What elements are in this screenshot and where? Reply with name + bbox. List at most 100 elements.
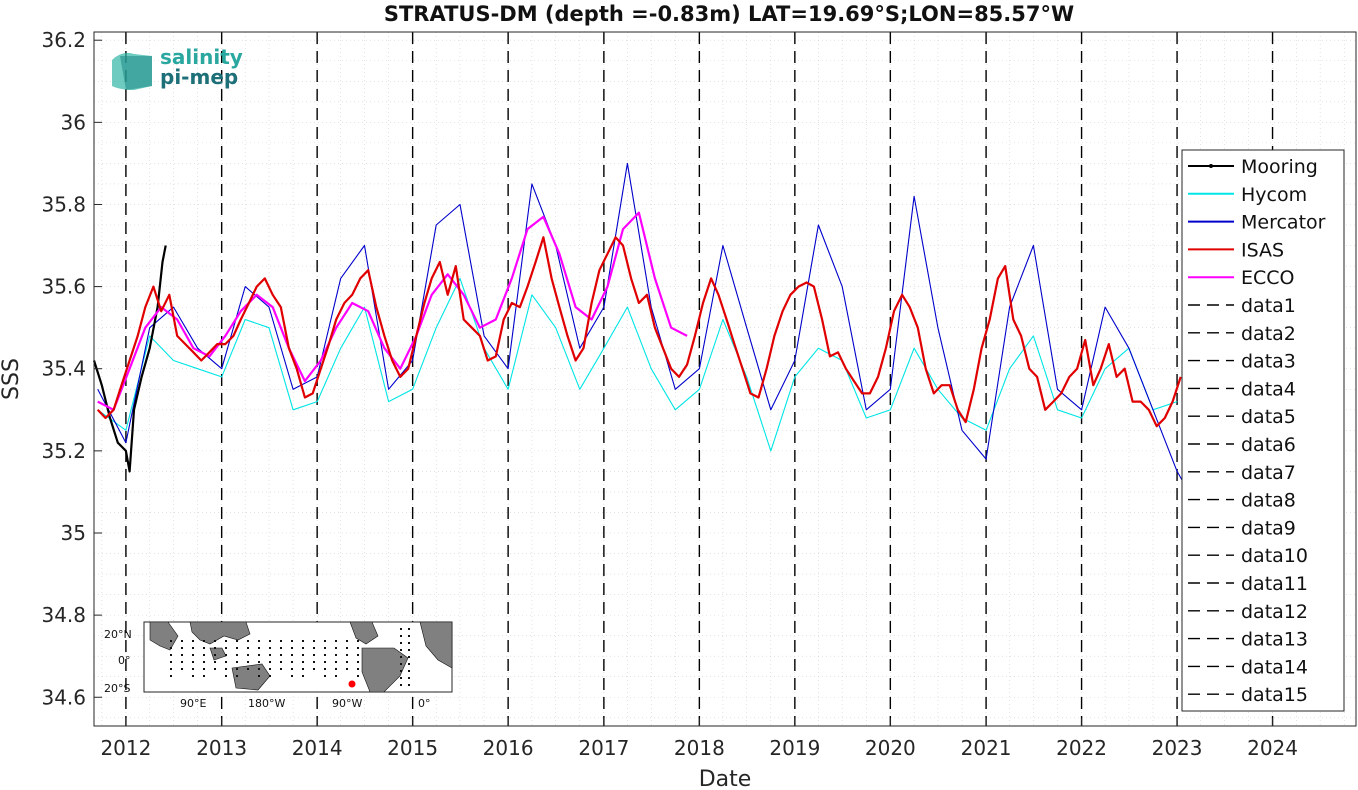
inset-mooring-dot bbox=[247, 647, 249, 649]
x-axis-label: Date bbox=[699, 767, 752, 790]
inset-mooring-dot bbox=[203, 647, 205, 649]
inset-mooring-dot bbox=[269, 675, 271, 677]
inset-mooring-dot bbox=[357, 675, 359, 677]
legend: Mooring Hycom Mercator ISAS ECCO data1 data2 da… bbox=[1181, 149, 1345, 712]
x-tick-label: 2013 bbox=[196, 736, 247, 760]
inset-xlabel-90w: 90°W bbox=[332, 697, 362, 710]
inset-mooring-dot bbox=[335, 675, 337, 677]
inset-mooring-dot bbox=[192, 668, 194, 670]
inset-xlabel-180w: 180°W bbox=[248, 697, 285, 710]
inset-mooring-dot bbox=[192, 675, 194, 677]
inset-xlabel-0: 0° bbox=[418, 697, 431, 710]
inset-land-south-america-icon bbox=[361, 647, 409, 693]
legend-label-data8: data8 bbox=[1241, 490, 1296, 512]
inset-mooring-dot bbox=[335, 640, 337, 642]
inset-mooring-dot bbox=[313, 654, 315, 656]
inset-mooring-dot bbox=[335, 654, 337, 656]
legend-label-data14: data14 bbox=[1241, 656, 1308, 678]
inset-station-marker bbox=[348, 680, 356, 688]
series-line-hycom bbox=[97, 277, 1178, 452]
inset-mooring-dot bbox=[203, 640, 205, 642]
inset-mooring-dot bbox=[313, 640, 315, 642]
inset-mooring-dot bbox=[280, 640, 282, 642]
inset-mooring-dot bbox=[258, 647, 260, 649]
legend-label-mercator: Mercator bbox=[1241, 212, 1326, 234]
inset-mooring-dot bbox=[346, 640, 348, 642]
inset-mooring-dot bbox=[247, 654, 249, 656]
inset-mooring-dot bbox=[400, 628, 402, 630]
inset-mooring-dot bbox=[258, 654, 260, 656]
inset-mooring-dot bbox=[280, 647, 282, 649]
legend-label-data2: data2 bbox=[1241, 323, 1296, 345]
legend-label-ecco: ECCO bbox=[1241, 267, 1295, 289]
x-tick-label: 2012 bbox=[100, 736, 151, 760]
plot-frame bbox=[93, 31, 1357, 727]
inset-mooring-dot bbox=[258, 675, 260, 677]
inset-mooring-dot bbox=[170, 640, 172, 642]
legend-label-data3: data3 bbox=[1241, 351, 1296, 373]
inset-mooring-dot bbox=[192, 647, 194, 649]
inset-mooring-dot bbox=[170, 661, 172, 663]
inset-mooring-dot bbox=[225, 647, 227, 649]
inset-mooring-dot bbox=[236, 675, 238, 677]
y-tick-label: 34.8 bbox=[41, 603, 86, 627]
inset-mooring-dot bbox=[236, 654, 238, 656]
inset-mooring-dot bbox=[291, 654, 293, 656]
inset-mooring-dot bbox=[225, 654, 227, 656]
inset-mooring-dot bbox=[258, 668, 260, 670]
chart-title: STRATUS-DM (depth =-0.83m) LAT=19.69°S;L… bbox=[384, 2, 1074, 26]
inset-mooring-dot bbox=[291, 647, 293, 649]
inset-mooring-dot bbox=[269, 640, 271, 642]
series-group bbox=[92, 162, 1345, 514]
legend-label-isas: ISAS bbox=[1241, 239, 1284, 261]
inset-mooring-dot bbox=[357, 661, 359, 663]
legend-marker-mooring bbox=[1209, 164, 1213, 168]
inset-mooring-dot bbox=[181, 640, 183, 642]
inset-mooring-dot bbox=[335, 668, 337, 670]
inset-land-central-america-icon bbox=[349, 621, 379, 645]
y-tick-label: 35.4 bbox=[41, 357, 86, 381]
inset-mooring-dot bbox=[225, 668, 227, 670]
y-axis-ticks: 34.6 34.8 35 35.2 35.4 35.6 35.8 36 36.2 bbox=[41, 28, 102, 709]
inset-mooring-dot bbox=[346, 654, 348, 656]
inset-mooring-dot bbox=[225, 640, 227, 642]
inset-mooring-dot bbox=[214, 668, 216, 670]
inset-mooring-dot bbox=[324, 675, 326, 677]
inset-mooring-dot bbox=[324, 668, 326, 670]
inset-mooring-dot bbox=[357, 647, 359, 649]
inset-mooring-dot bbox=[203, 675, 205, 677]
inset-mooring-dot bbox=[258, 661, 260, 663]
legend-label-data15: data15 bbox=[1241, 684, 1308, 706]
inset-mooring-dot bbox=[192, 654, 194, 656]
inset-mooring-dot bbox=[214, 661, 216, 663]
inset-mooring-dot bbox=[302, 675, 304, 677]
inset-mooring-dot bbox=[324, 647, 326, 649]
inset-mooring-dot bbox=[400, 670, 402, 672]
inset-mooring-dot bbox=[400, 635, 402, 637]
inset-mooring-dot bbox=[203, 654, 205, 656]
inset-mooring-dot bbox=[357, 654, 359, 656]
y-tick-label: 36 bbox=[61, 110, 86, 134]
inset-mooring-dot bbox=[408, 649, 410, 651]
legend-label-data9: data9 bbox=[1241, 517, 1296, 539]
y-axis-label: SSS bbox=[0, 358, 24, 400]
inset-mooring-dot bbox=[236, 640, 238, 642]
inset-mooring-dot bbox=[203, 661, 205, 663]
inset-mooring-dot bbox=[302, 640, 304, 642]
inset-ylabel-0: 0° bbox=[118, 654, 131, 667]
inset-mooring-dot bbox=[247, 661, 249, 663]
inset-mooring-dot bbox=[291, 668, 293, 670]
inset-mooring-dot bbox=[400, 684, 402, 686]
inset-mooring-dot bbox=[225, 675, 227, 677]
inset-mooring-dot bbox=[408, 670, 410, 672]
inset-mooring-dot bbox=[400, 663, 402, 665]
inset-mooring-dot bbox=[313, 668, 315, 670]
inset-mooring-dot bbox=[269, 647, 271, 649]
inset-mooring-dot bbox=[181, 654, 183, 656]
inset-mooring-dot bbox=[269, 654, 271, 656]
x-tick-label: 2024 bbox=[1247, 736, 1298, 760]
logo-text-pimep: pi-mep bbox=[160, 65, 238, 89]
inset-mooring-dot bbox=[214, 647, 216, 649]
legend-label-data11: data11 bbox=[1241, 573, 1308, 595]
inset-mooring-dots bbox=[170, 628, 410, 686]
